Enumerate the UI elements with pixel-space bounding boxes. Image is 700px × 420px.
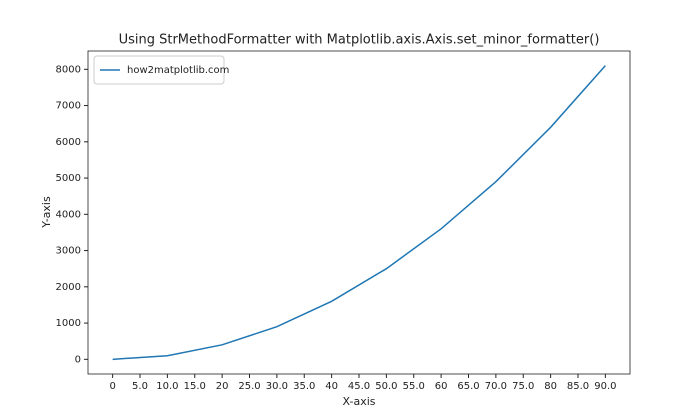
legend-box [93, 55, 225, 85]
x-tick-label: 20 [216, 381, 229, 392]
x-tick-label: 15.0 [184, 381, 206, 392]
data-line [112, 65, 606, 361]
x-tick-label: 55.0 [403, 381, 425, 392]
x-tick-label: 5.0 [132, 381, 148, 392]
y-tick-label: 4000 [56, 209, 81, 220]
x-tick-label: 30.0 [266, 381, 288, 392]
y-tick-label: 7000 [56, 101, 81, 112]
y-tick-label: 6000 [56, 137, 81, 148]
x-tick-label: 50.0 [375, 381, 397, 392]
y-axis-label: Y-axis [40, 196, 53, 229]
x-tick-label: 60 [435, 381, 448, 392]
y-tick-label: 1000 [56, 318, 81, 329]
x-tick-label: 85.0 [567, 381, 589, 392]
x-tick-label: 40 [325, 381, 338, 392]
y-tick-label: 3000 [56, 246, 81, 257]
x-tick-label: 25.0 [238, 381, 260, 392]
x-axis-label: X-axis [343, 395, 376, 408]
legend-label: how2matplotlib.com [127, 65, 229, 76]
x-tick-label: 45.0 [348, 381, 370, 392]
x-tick-label: 10.0 [156, 381, 178, 392]
x-tick-label: 70.0 [485, 381, 507, 392]
plot-frame [87, 50, 631, 375]
chart-title: Using StrMethodFormatter with Matplotlib… [119, 33, 600, 48]
x-tick-label: 35.0 [293, 381, 315, 392]
y-tick-label: 2000 [56, 282, 81, 293]
x-tick-label: 80 [544, 381, 557, 392]
y-tick-label: 8000 [56, 64, 81, 75]
x-tick-label: 0 [109, 381, 115, 392]
x-tick-label: 90.0 [594, 381, 616, 392]
x-tick-label: 65.0 [457, 381, 479, 392]
x-tick-label: 75.0 [512, 381, 534, 392]
y-tick-label: 0 [75, 354, 81, 365]
y-tick-label: 5000 [56, 173, 81, 184]
